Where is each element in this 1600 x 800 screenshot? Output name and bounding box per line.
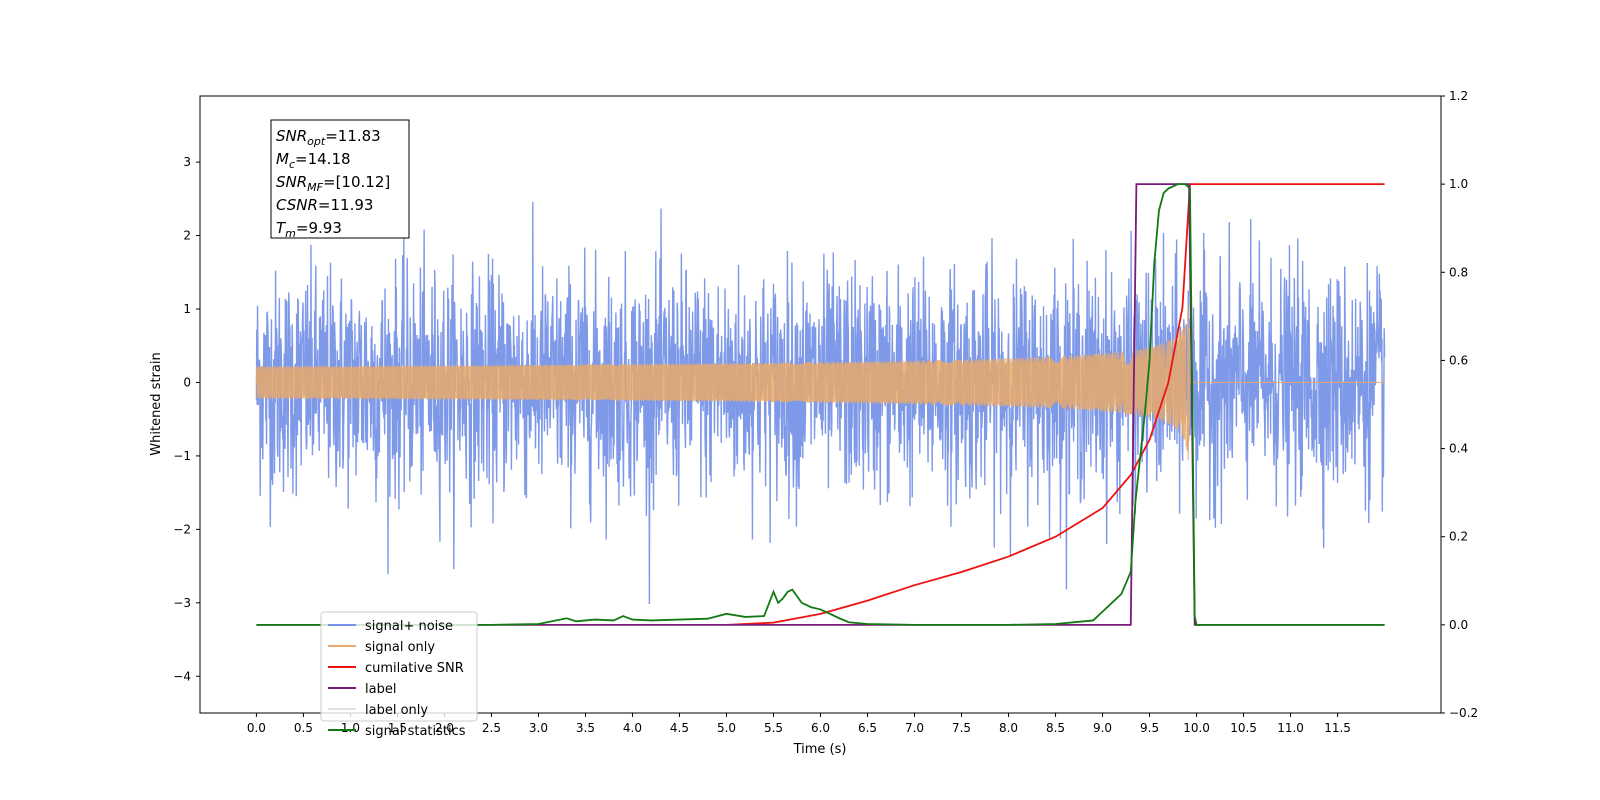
x-axis-label: Time (s) [793, 742, 847, 757]
annotation-line: CSNR=11.93 [276, 196, 373, 214]
x-tick-label: 3.0 [529, 721, 548, 735]
legend-label: label only [365, 703, 428, 718]
annotation-line: SNRMF=[10.12] [276, 173, 390, 194]
series-signal-only [255, 308, 1385, 461]
y2-tick-label: −0.2 [1449, 706, 1478, 720]
x-tick-label: 9.5 [1140, 721, 1159, 735]
legend-label: signal statistics [365, 724, 466, 739]
x-tick-label: 4.5 [670, 721, 689, 735]
x-tick-label: 10.0 [1183, 721, 1210, 735]
x-axis: 0.0 0.5 1.0 1.5 2.0 2.5 3.0 3.5 4.0 4.5 5.0 5.5 6.0 6… [247, 713, 1351, 735]
x-tick-label: 8.5 [1046, 721, 1065, 735]
x-tick-label: 0.5 [294, 721, 313, 735]
y-tick-label: −4 [173, 669, 191, 683]
legend-label: cumilative SNR [365, 661, 464, 676]
x-tick-label: 4.0 [623, 721, 642, 735]
y-tick-label: 0 [183, 375, 191, 389]
y2-tick-label: 0.4 [1449, 442, 1468, 456]
y-tick-label: −1 [173, 449, 191, 463]
y-axis-left: 3 2 1 0 −1 −2 −3 −4 [173, 155, 200, 683]
annotation-line: SNRopt=11.83 [276, 127, 381, 148]
annotation-line: Mc=14.18 [276, 150, 351, 171]
y-axis-label: Whitened strain [149, 352, 164, 455]
x-tick-label: 1.5 [388, 721, 407, 735]
legend-label: signal only [365, 640, 435, 655]
y-axis-right: 1.2 1.0 0.8 0.6 0.4 0.2 0.0 −0.2 [1441, 89, 1478, 720]
x-tick-label: 3.5 [576, 721, 595, 735]
y2-tick-label: 1.0 [1449, 177, 1468, 191]
series-signal-statistics [256, 183, 1385, 626]
x-tick-label: 9.0 [1093, 721, 1112, 735]
y-tick-label: 1 [183, 302, 191, 316]
x-tick-label: 1.0 [341, 721, 360, 735]
x-tick-label: 2.5 [482, 721, 501, 735]
y-tick-label: 3 [183, 155, 191, 169]
legend: signal+ noise signal only cumilative SNR la… [320, 611, 478, 739]
x-tick-label: 7.0 [905, 721, 924, 735]
x-tick-label: 10.5 [1230, 721, 1257, 735]
x-tick-label: 7.5 [952, 721, 971, 735]
x-tick-label: 8.0 [999, 721, 1018, 735]
annotation-line: Tm=9.93 [276, 219, 342, 240]
y-tick-label: −3 [173, 596, 191, 610]
y2-tick-label: 0.2 [1449, 530, 1468, 544]
y2-tick-label: 0.0 [1449, 618, 1468, 632]
x-tick-label: 2.0 [435, 721, 454, 735]
x-tick-label: 11.0 [1277, 721, 1304, 735]
y2-tick-label: 0.6 [1449, 353, 1468, 367]
x-tick-label: 11.5 [1324, 721, 1351, 735]
x-tick-label: 5.0 [717, 721, 736, 735]
y-tick-label: 2 [183, 229, 191, 243]
y2-tick-label: 0.8 [1449, 265, 1468, 279]
legend-label: label [365, 682, 396, 697]
x-tick-label: 6.5 [858, 721, 877, 735]
series-cumilative-snr [726, 183, 1385, 626]
y2-tick-label: 1.2 [1449, 89, 1468, 103]
series-signal-noise [255, 202, 1386, 605]
legend-label: signal+ noise [365, 619, 453, 634]
y-tick-label: −2 [173, 522, 191, 536]
series-layer [255, 183, 1386, 626]
x-tick-label: 0.0 [247, 721, 266, 735]
x-tick-label: 5.5 [764, 721, 783, 735]
x-tick-label: 6.0 [811, 721, 830, 735]
